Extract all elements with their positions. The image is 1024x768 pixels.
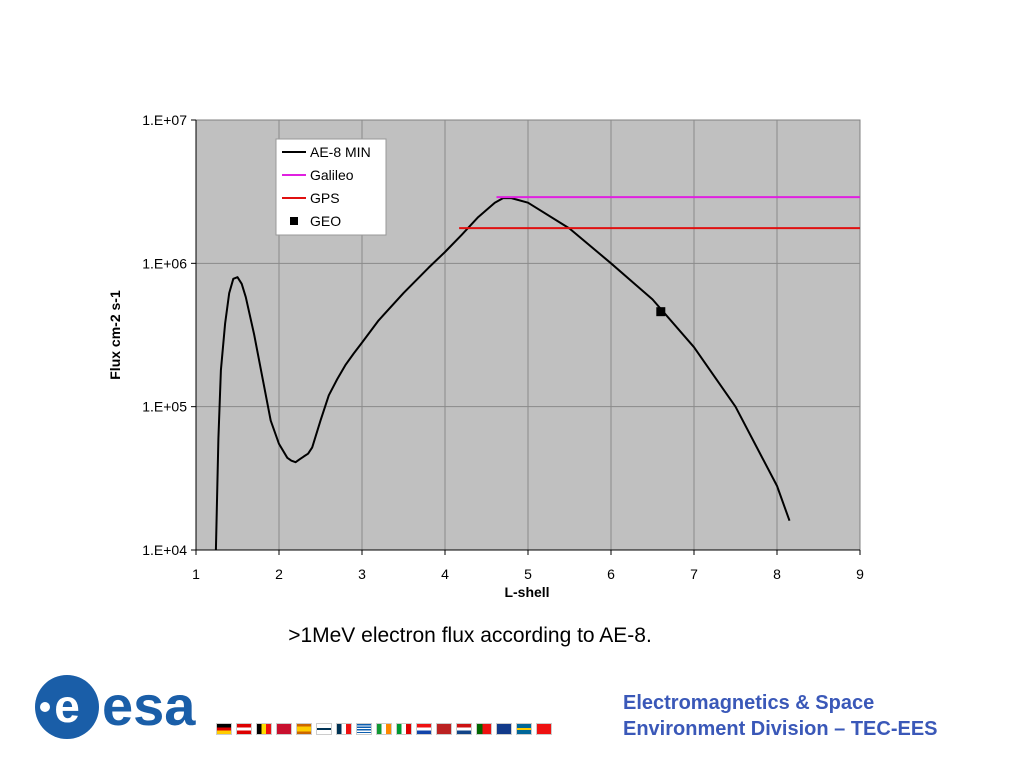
y-axis-label: Flux cm-2 s-1 [107,290,123,380]
flag-icon [316,723,332,735]
member-state-flags [216,723,552,737]
flag-icon [376,723,392,735]
svg-text:e: e [54,680,80,732]
flag-icon [256,723,272,735]
x-tick-label: 1 [192,566,200,582]
flag-icon [416,723,432,735]
division-line-2: Environment Division – TEC-EES [623,718,938,740]
legend-label: GEO [310,213,341,229]
x-tick-label: 7 [690,566,698,582]
flag-icon [296,723,312,735]
flag-icon [516,723,532,735]
figure-caption: >1MeV electron flux according to AE-8. [288,624,652,647]
flag-icon [436,723,452,735]
flux-chart: 1.E+04 1.E+05 1.E+06 1.E+07 1 2 3 4 5 6 7 8 9 L-she… [107,112,864,600]
flag-icon [536,723,552,735]
series-point-geo [656,307,666,317]
y-tick-label: 1.E+06 [142,255,187,271]
legend-label: Galileo [310,167,354,183]
flag-icon [276,723,292,735]
esa-logo-text: esa [102,674,196,737]
flag-icon [216,723,232,735]
flag-icon [396,723,412,735]
y-tick-label: 1.E+05 [142,399,187,415]
y-tick-label: 1.E+07 [142,112,187,128]
legend-swatch [290,217,298,225]
flag-icon [456,723,472,735]
chart-legend: AE-8 MIN Galileo GPS GEO [275,138,387,236]
flag-icon [236,723,252,735]
esa-logo: e esa [34,672,234,742]
y-tick-label: 1.E+04 [142,542,187,558]
division-line-1: Electromagnetics & Space [623,692,875,714]
x-tick-label: 2 [275,566,283,582]
x-tick-label: 4 [441,566,449,582]
x-tick-label: 8 [773,566,781,582]
x-tick-label: 3 [358,566,366,582]
division-name: Electromagnetics & Space Environment Div… [623,690,938,742]
x-tick-label: 9 [856,566,864,582]
flag-icon [336,723,352,735]
x-tick-label: 5 [524,566,532,582]
series-line-ae-8-min [214,197,791,551]
flag-icon [356,723,372,735]
flag-icon [496,723,512,735]
x-tick-label: 6 [607,566,615,582]
x-axis-label: L-shell [504,584,549,600]
legend-label: AE-8 MIN [310,144,371,160]
legend-label: GPS [310,190,340,206]
flag-icon [476,723,492,735]
